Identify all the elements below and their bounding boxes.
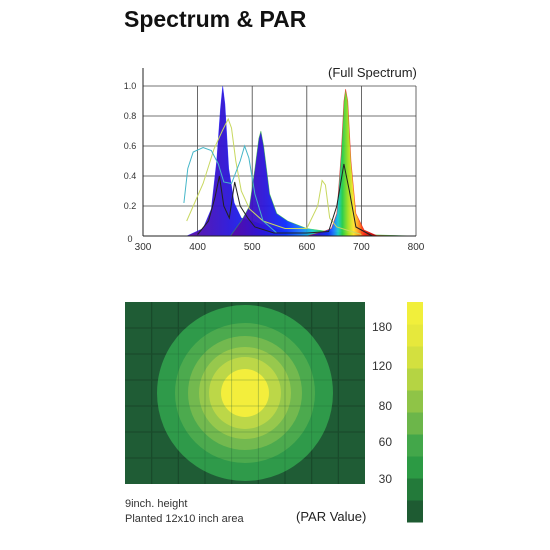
- par-colorbar-segment: [407, 412, 423, 435]
- par-colorbar-tick-label: 30: [379, 472, 393, 486]
- height-note: 9inch. height: [125, 498, 188, 510]
- spectrum-area-series-1: [230, 131, 416, 236]
- par-colorbar-tick-label: 180: [372, 320, 392, 334]
- spectrum-line-series-4: [183, 144, 278, 234]
- par-colorbar-segment: [407, 478, 423, 501]
- par-heatmap: [125, 302, 365, 484]
- par-colorbar-segment: [407, 302, 423, 325]
- spectrum-x-tick-label: 400: [189, 242, 206, 253]
- par-colorbar-segment: [407, 368, 423, 391]
- spectrum-y-tick-label: 0.4: [124, 171, 137, 181]
- par-colorbar: 30 60 80 120 180: [372, 302, 423, 523]
- spectrum-y-tick-label: 1.0: [124, 81, 137, 91]
- spectrum-y-tick-label: 0.6: [124, 141, 137, 151]
- spectrum-y-tick-label: 0.8: [124, 111, 137, 121]
- spectrum-line-series-5: [197, 163, 373, 237]
- page-title: Spectrum & PAR: [124, 6, 307, 32]
- area-note: Planted 12x10 inch area: [125, 513, 244, 525]
- spectrum-axes: 300 400 500 600 700 800 0 0.2 0.4 0.6 0.8 1.0: [124, 68, 425, 253]
- spectrum-area-edge-2: [306, 88, 378, 237]
- spectrum-y-tick-label: 0: [127, 234, 132, 244]
- par-colorbar-tick-label: 120: [372, 359, 392, 373]
- par-colorbar-tick-label: 60: [379, 435, 393, 449]
- spectrum-subtitle: (Full Spectrum): [328, 65, 417, 80]
- par-colorbar-segment: [407, 390, 423, 413]
- spectrum-series: [183, 85, 417, 237]
- spectrum-area-series-2: [306, 89, 378, 236]
- spectrum-area-series-0: [186, 86, 416, 236]
- par-colorbar-segment: [407, 434, 423, 457]
- par-value-label: (PAR Value): [296, 509, 367, 524]
- spectrum-chart: 300 400 500 600 700 800 0 0.2 0.4 0.6 0.8 1.0: [124, 68, 425, 253]
- spectrum-line-series-3: [186, 117, 362, 235]
- spectrum-x-tick-label: 700: [353, 242, 370, 253]
- spectrum-x-tick-label: 500: [244, 242, 261, 253]
- spectrum-x-tick-label: 600: [298, 242, 315, 253]
- par-colorbar-segment: [407, 500, 423, 523]
- par-colorbar-segment: [407, 346, 423, 369]
- par-colorbar-segment: [407, 456, 423, 479]
- spectrum-grid: [143, 85, 417, 236]
- spectrum-x-tick-label: 800: [408, 242, 425, 253]
- par-colorbar-tick-label: 80: [379, 399, 393, 413]
- spectrum-x-tick-label: 300: [135, 242, 152, 253]
- par-colorbar-segment: [407, 324, 423, 347]
- par-ring-5: [221, 369, 269, 417]
- spectrum-y-tick-label: 0.2: [124, 201, 137, 211]
